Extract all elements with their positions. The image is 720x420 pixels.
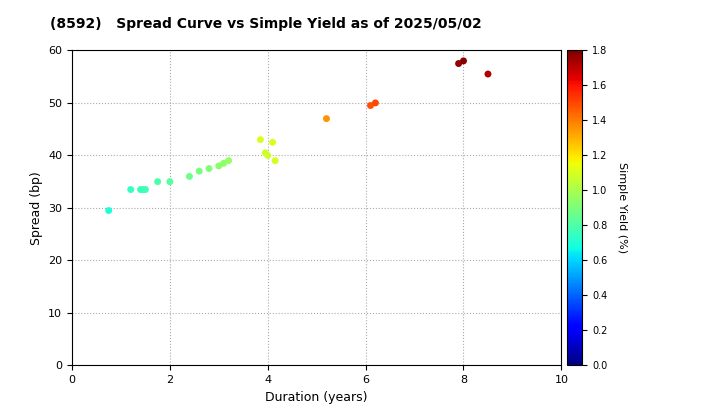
Point bbox=[135, 186, 146, 193]
Point bbox=[269, 157, 281, 164]
Point bbox=[213, 163, 225, 169]
Point bbox=[267, 139, 279, 146]
Point bbox=[152, 178, 163, 185]
Point bbox=[218, 160, 230, 167]
Point bbox=[259, 150, 271, 156]
Y-axis label: Simple Yield (%): Simple Yield (%) bbox=[617, 163, 627, 253]
X-axis label: Duration (years): Duration (years) bbox=[266, 391, 368, 404]
Point bbox=[222, 157, 234, 164]
Point bbox=[369, 100, 381, 106]
Point bbox=[194, 168, 205, 175]
Point bbox=[453, 60, 464, 67]
Point bbox=[125, 186, 137, 193]
Point bbox=[203, 165, 215, 172]
Y-axis label: Spread (bp): Spread (bp) bbox=[30, 171, 42, 245]
Point bbox=[255, 136, 266, 143]
Point bbox=[140, 186, 151, 193]
Point bbox=[184, 173, 195, 180]
Point bbox=[103, 207, 114, 214]
Text: (8592)   Spread Curve vs Simple Yield as of 2025/05/02: (8592) Spread Curve vs Simple Yield as o… bbox=[50, 17, 482, 31]
Point bbox=[320, 115, 332, 122]
Point bbox=[365, 102, 377, 109]
Point bbox=[164, 178, 176, 185]
Point bbox=[482, 71, 494, 77]
Point bbox=[138, 186, 149, 193]
Point bbox=[262, 152, 274, 159]
Point bbox=[458, 58, 469, 64]
